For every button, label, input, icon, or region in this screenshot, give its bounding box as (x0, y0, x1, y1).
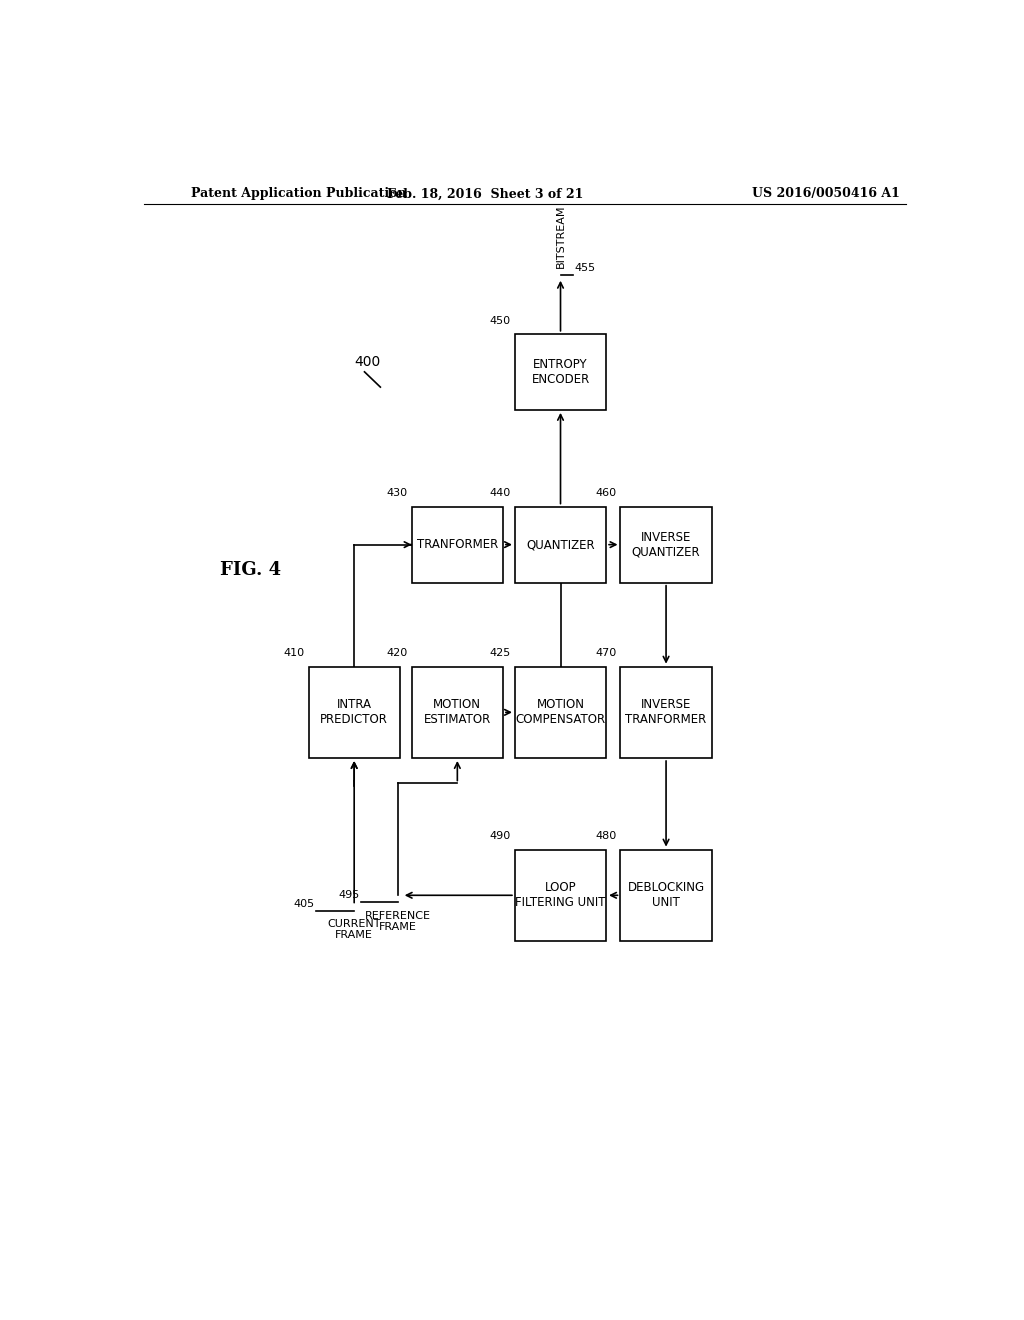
Text: 460: 460 (595, 488, 616, 499)
Text: FIG. 4: FIG. 4 (220, 561, 282, 579)
Text: INTRA
PREDICTOR: INTRA PREDICTOR (321, 698, 388, 726)
Text: 400: 400 (354, 355, 381, 368)
Bar (515, 507, 606, 582)
Bar (515, 667, 606, 758)
Text: 470: 470 (595, 648, 616, 659)
Text: 420: 420 (386, 648, 408, 659)
Text: INVERSE
QUANTIZER: INVERSE QUANTIZER (632, 531, 700, 558)
Text: CURRENT
FRAME: CURRENT FRAME (328, 919, 381, 940)
Bar (621, 850, 712, 941)
Text: 410: 410 (284, 648, 304, 659)
Text: 490: 490 (489, 832, 511, 841)
Text: ENTROPY
ENCODER: ENTROPY ENCODER (531, 358, 590, 385)
Text: Patent Application Publication: Patent Application Publication (191, 187, 407, 201)
Bar (308, 667, 399, 758)
Text: US 2016/0050416 A1: US 2016/0050416 A1 (753, 187, 900, 201)
Text: REFERENCE
FRAME: REFERENCE FRAME (365, 911, 431, 932)
Text: 495: 495 (339, 891, 359, 900)
Text: 430: 430 (387, 488, 408, 499)
Text: DEBLOCKING
UNIT: DEBLOCKING UNIT (628, 882, 705, 909)
Bar (412, 507, 503, 582)
Text: LOOP
FILTERING UNIT: LOOP FILTERING UNIT (515, 882, 606, 909)
Text: Feb. 18, 2016  Sheet 3 of 21: Feb. 18, 2016 Sheet 3 of 21 (387, 187, 584, 201)
Text: INVERSE
TRANFORMER: INVERSE TRANFORMER (626, 698, 707, 726)
Text: 480: 480 (595, 832, 616, 841)
Text: MOTION
COMPENSATOR: MOTION COMPENSATOR (515, 698, 605, 726)
Bar (621, 507, 712, 582)
Text: 455: 455 (574, 263, 596, 273)
Text: 425: 425 (489, 648, 511, 659)
Text: 405: 405 (293, 899, 314, 908)
Text: MOTION
ESTIMATOR: MOTION ESTIMATOR (424, 698, 490, 726)
Text: QUANTIZER: QUANTIZER (526, 539, 595, 552)
Text: TRANFORMER: TRANFORMER (417, 539, 498, 552)
Bar (621, 667, 712, 758)
Text: 440: 440 (489, 488, 511, 499)
Bar (515, 850, 606, 941)
Text: 450: 450 (489, 315, 511, 326)
Bar (515, 334, 606, 411)
Text: BITSTREAM: BITSTREAM (555, 205, 565, 268)
Bar (412, 667, 503, 758)
